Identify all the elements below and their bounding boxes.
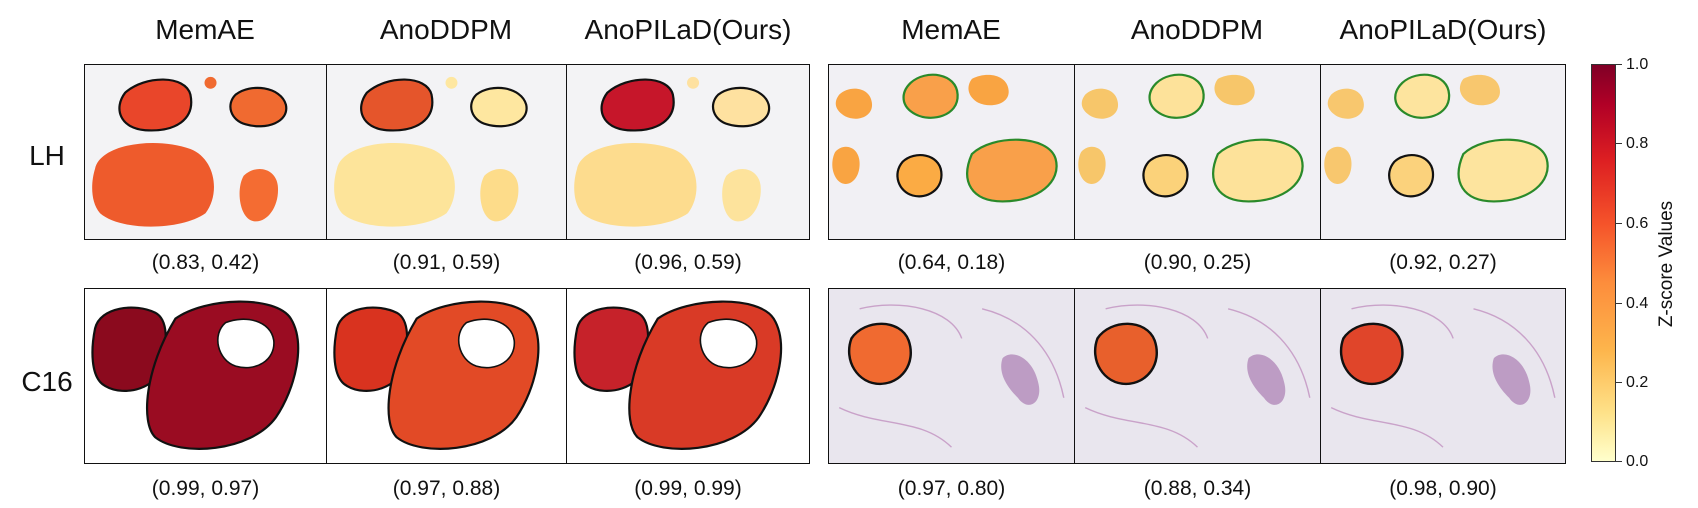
row-label-c16: C16	[21, 366, 73, 397]
heatmap-image	[838, 304, 1065, 448]
panel-lh-anoddpm-left	[326, 64, 567, 240]
heatmap-image	[1078, 73, 1304, 203]
heatmap-image	[1084, 304, 1311, 448]
panel-lh-anopilad-right	[1320, 64, 1566, 240]
metric-c16-anopilad-right: (0.98, 0.90)	[1389, 477, 1497, 500]
metric-c16-memae-left: (0.99, 0.97)	[151, 477, 260, 500]
colorbar-tick-label: 0.8	[1626, 135, 1649, 152]
row-label-lh: LH	[29, 140, 65, 171]
colorbar-tick	[1616, 143, 1622, 144]
panel-lh-anopilad-left	[566, 64, 810, 240]
colorbar-title-text: Z-score Values	[1656, 200, 1677, 328]
column-title-anoddpm-left: AnoDDPM	[379, 14, 513, 45]
metric-c16-anoddpm-left: (0.97, 0.88)	[392, 477, 501, 500]
metric-c16-memae-right: (0.97, 0.80)	[897, 477, 1006, 500]
heatmap-image	[91, 300, 300, 450]
column-title-anoddpm-right: AnoDDPM	[1130, 14, 1264, 45]
colorbar-tick-label: 0.2	[1626, 374, 1649, 391]
heatmap-image	[1330, 304, 1556, 448]
colorbar-tick-label: 0.4	[1626, 295, 1649, 312]
heatmap-image	[333, 300, 540, 450]
colorbar-tick	[1616, 223, 1622, 224]
colorbar-tick	[1616, 382, 1622, 383]
colorbar-tick	[1616, 461, 1622, 462]
colorbar-tick-label: 0.6	[1626, 215, 1649, 232]
panel-c16-anopilad-right	[1320, 288, 1566, 464]
heatmap-image	[334, 76, 528, 227]
metric-lh-anopilad-right: (0.92, 0.27)	[1389, 251, 1497, 274]
panel-lh-memae-right	[828, 64, 1075, 240]
heatmap-image	[1324, 73, 1549, 203]
colorbar-tick-label: 0.0	[1626, 453, 1649, 470]
colorbar	[1591, 64, 1616, 462]
panel-lh-memae-left	[84, 64, 327, 240]
column-title-anopilad-right: AnoPILaD(Ours)	[1339, 14, 1547, 45]
colorbar-tick	[1616, 64, 1622, 65]
metric-lh-anoddpm-left: (0.91, 0.59)	[392, 251, 501, 274]
metric-lh-memae-right: (0.64, 0.18)	[897, 251, 1006, 274]
colorbar-tick-label: 1.0	[1626, 56, 1649, 73]
metric-lh-memae-left: (0.83, 0.42)	[151, 251, 260, 274]
column-title-memae-left: MemAE	[155, 14, 255, 45]
metric-lh-anoddpm-right: (0.90, 0.25)	[1143, 251, 1252, 274]
column-title-memae-right: MemAE	[901, 14, 1001, 45]
panel-lh-anoddpm-right	[1074, 64, 1321, 240]
metric-c16-anoddpm-right: (0.88, 0.34)	[1143, 477, 1252, 500]
heatmap-image	[92, 76, 288, 227]
panel-c16-anopilad-left	[566, 288, 810, 464]
metric-lh-anopilad-left: (0.96, 0.59)	[634, 251, 742, 274]
heatmap-image	[574, 76, 771, 227]
heatmap-image	[832, 73, 1058, 203]
panel-c16-anoddpm-right	[1074, 288, 1321, 464]
heatmap-image	[573, 300, 783, 450]
panel-c16-memae-right	[828, 288, 1075, 464]
metric-c16-anopilad-left: (0.99, 0.99)	[634, 477, 742, 500]
colorbar-tick	[1616, 303, 1622, 304]
panel-c16-anoddpm-left	[326, 288, 567, 464]
column-title-anopilad-left: AnoPILaD(Ours)	[584, 14, 792, 45]
panel-c16-memae-left	[84, 288, 327, 464]
